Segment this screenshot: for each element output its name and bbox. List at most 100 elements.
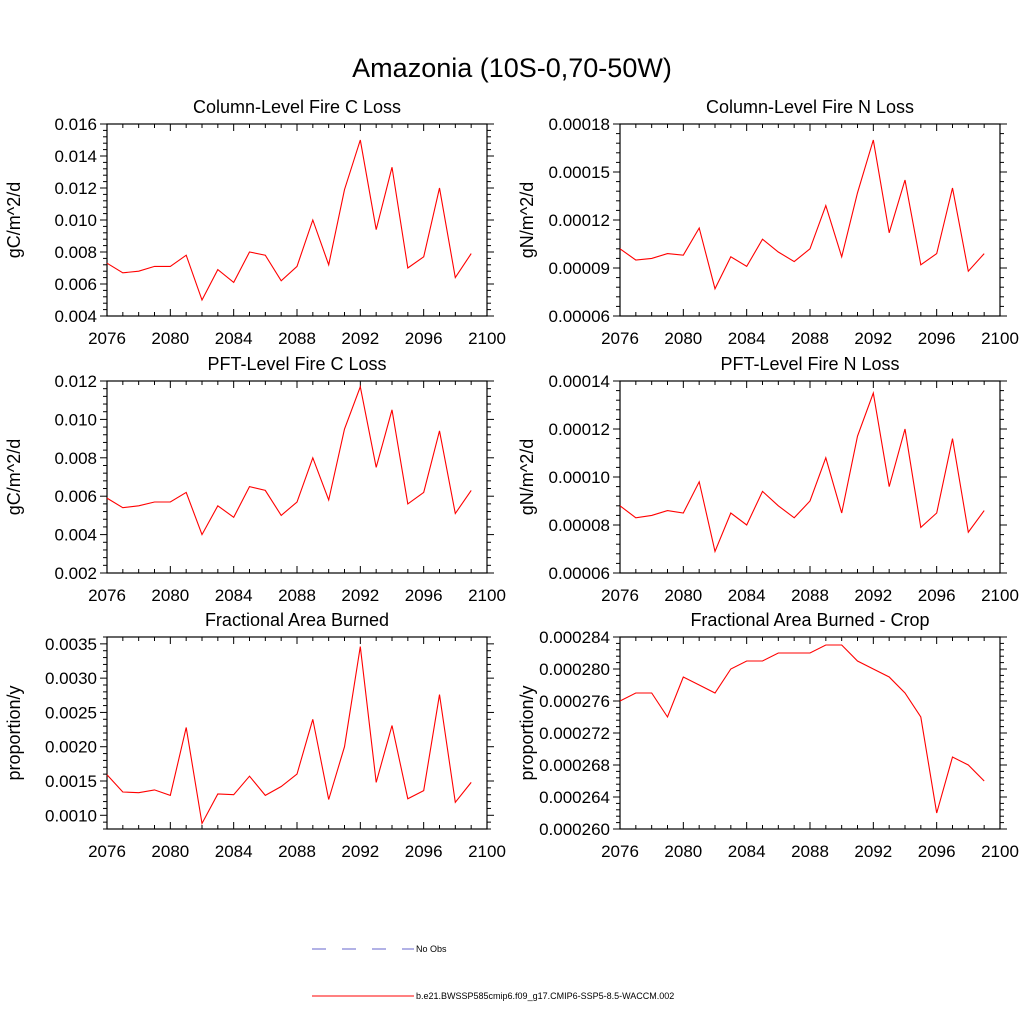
series-line: [106, 646, 472, 826]
plot-frame: [619, 380, 1001, 574]
y-axis-label: gC/m^2/d: [4, 182, 24, 258]
y-tick-label: 0.000260: [539, 820, 610, 839]
panel-title: Fractional Area Burned - Crop: [690, 610, 929, 630]
plot-frame: [106, 123, 488, 317]
x-tick-label: 2084: [728, 586, 766, 605]
x-tick-label: 2092: [341, 586, 379, 605]
y-tick-label: 0.002: [54, 564, 97, 583]
y-tick-label: 0.016: [54, 115, 97, 134]
series-line: [106, 139, 472, 302]
panel-2: Column-Level Fire N Loss gN/m^2/d 2076 2080…: [517, 97, 1019, 348]
legend: No Obs b.e21.BWSSP585cmip6.f09_g17.CMIP6…: [312, 944, 674, 1001]
panel-3: PFT-Level Fire C Loss gC/m^2/d 2076 2080 208…: [4, 354, 506, 605]
x-tick-label: 2076: [88, 586, 126, 605]
y-axis-label: proportion/y: [517, 685, 537, 780]
x-tick-label: 2088: [791, 586, 829, 605]
x-tick-label: 2076: [88, 329, 126, 348]
x-tick-label: 2084: [215, 842, 253, 861]
panel-5: Fractional Area Burned proportion/y 2076 20…: [4, 610, 506, 861]
plot-frame: [106, 380, 488, 574]
x-tick-label: 2088: [791, 842, 829, 861]
series-line: [619, 139, 985, 291]
x-tick-label: 2080: [151, 842, 189, 861]
y-tick-label: 0.0030: [45, 669, 97, 688]
y-tick-label: 0.008: [54, 243, 97, 262]
y-tick-label: 0.00012: [549, 420, 610, 439]
panel-6: Fractional Area Burned - Crop proportion/…: [517, 610, 1019, 861]
x-tick-label: 2076: [88, 842, 126, 861]
y-tick-label: 0.010: [54, 410, 97, 429]
x-tick-label: 2080: [664, 329, 702, 348]
y-tick-label: 0.014: [54, 147, 97, 166]
x-tick-label: 2100: [981, 329, 1019, 348]
panel-title: Column-Level Fire N Loss: [706, 97, 914, 117]
x-tick-label: 2100: [468, 842, 506, 861]
x-tick-label: 2084: [215, 329, 253, 348]
x-tick-label: 2096: [918, 329, 956, 348]
y-tick-label: 0.00006: [549, 564, 610, 583]
x-tick-label: 2076: [601, 586, 639, 605]
x-tick-label: 2100: [468, 586, 506, 605]
series-line: [619, 390, 985, 554]
main-title: Amazonia (10S-0,70-50W): [352, 53, 672, 83]
legend-model-label: b.e21.BWSSP585cmip6.f09_g17.CMIP6-SSP5-8…: [416, 991, 674, 1001]
panels: Column-Level Fire C Loss gC/m^2/d 2076 2080…: [4, 97, 1019, 861]
x-tick-label: 2096: [405, 842, 443, 861]
x-tick-label: 2092: [854, 842, 892, 861]
panel-title: Column-Level Fire C Loss: [193, 97, 401, 117]
x-tick-label: 2084: [728, 842, 766, 861]
y-tick-label: 0.00015: [549, 163, 610, 182]
y-tick-label: 0.00006: [549, 307, 610, 326]
x-tick-label: 2088: [278, 842, 316, 861]
x-tick-label: 2080: [151, 586, 189, 605]
legend-obs-label: No Obs: [416, 944, 447, 954]
y-tick-label: 0.004: [54, 307, 97, 326]
y-tick-label: 0.008: [54, 449, 97, 468]
y-tick-label: 0.0025: [45, 703, 97, 722]
y-tick-label: 0.000284: [539, 628, 610, 647]
x-tick-label: 2100: [981, 842, 1019, 861]
x-tick-label: 2096: [405, 329, 443, 348]
y-tick-label: 0.00009: [549, 259, 610, 278]
panel-title: PFT-Level Fire N Loss: [720, 354, 899, 374]
panel-title: PFT-Level Fire C Loss: [207, 354, 386, 374]
x-tick-label: 2096: [918, 586, 956, 605]
panel-4: PFT-Level Fire N Loss gN/m^2/d 2076 2080 208…: [517, 354, 1019, 605]
y-tick-label: 0.0010: [45, 806, 97, 825]
y-tick-label: 0.00010: [549, 468, 610, 487]
y-tick-label: 0.012: [54, 179, 97, 198]
x-tick-label: 2092: [341, 842, 379, 861]
x-tick-label: 2096: [918, 842, 956, 861]
y-tick-label: 0.012: [54, 372, 97, 391]
y-tick-label: 0.010: [54, 211, 97, 230]
y-tick-label: 0.0035: [45, 635, 97, 654]
x-tick-label: 2092: [341, 329, 379, 348]
series-line: [619, 644, 985, 814]
y-tick-label: 0.000272: [539, 724, 610, 743]
panel-1: Column-Level Fire C Loss gC/m^2/d 2076 2080…: [4, 97, 506, 348]
x-tick-label: 2080: [151, 329, 189, 348]
y-tick-label: 0.000276: [539, 692, 610, 711]
y-axis-label: gN/m^2/d: [517, 182, 537, 258]
y-tick-label: 0.00014: [549, 372, 610, 391]
x-tick-label: 2080: [664, 842, 702, 861]
plot-frame: [106, 636, 488, 830]
y-tick-label: 0.000280: [539, 660, 610, 679]
y-axis-label: gC/m^2/d: [4, 439, 24, 515]
y-tick-label: 0.00018: [549, 115, 610, 134]
y-axis-label: proportion/y: [4, 685, 24, 780]
x-tick-label: 2100: [468, 329, 506, 348]
y-axis-label: gN/m^2/d: [517, 439, 537, 515]
y-tick-label: 0.006: [54, 487, 97, 506]
x-tick-label: 2096: [405, 586, 443, 605]
y-tick-label: 0.0020: [45, 738, 97, 757]
x-tick-label: 2092: [854, 586, 892, 605]
x-tick-label: 2088: [278, 586, 316, 605]
x-tick-label: 2076: [601, 842, 639, 861]
y-tick-label: 0.000264: [539, 788, 610, 807]
x-tick-label: 2092: [854, 329, 892, 348]
plot-frame: [619, 123, 1001, 317]
x-tick-label: 2084: [215, 586, 253, 605]
y-tick-label: 0.000268: [539, 756, 610, 775]
y-tick-label: 0.00012: [549, 211, 610, 230]
